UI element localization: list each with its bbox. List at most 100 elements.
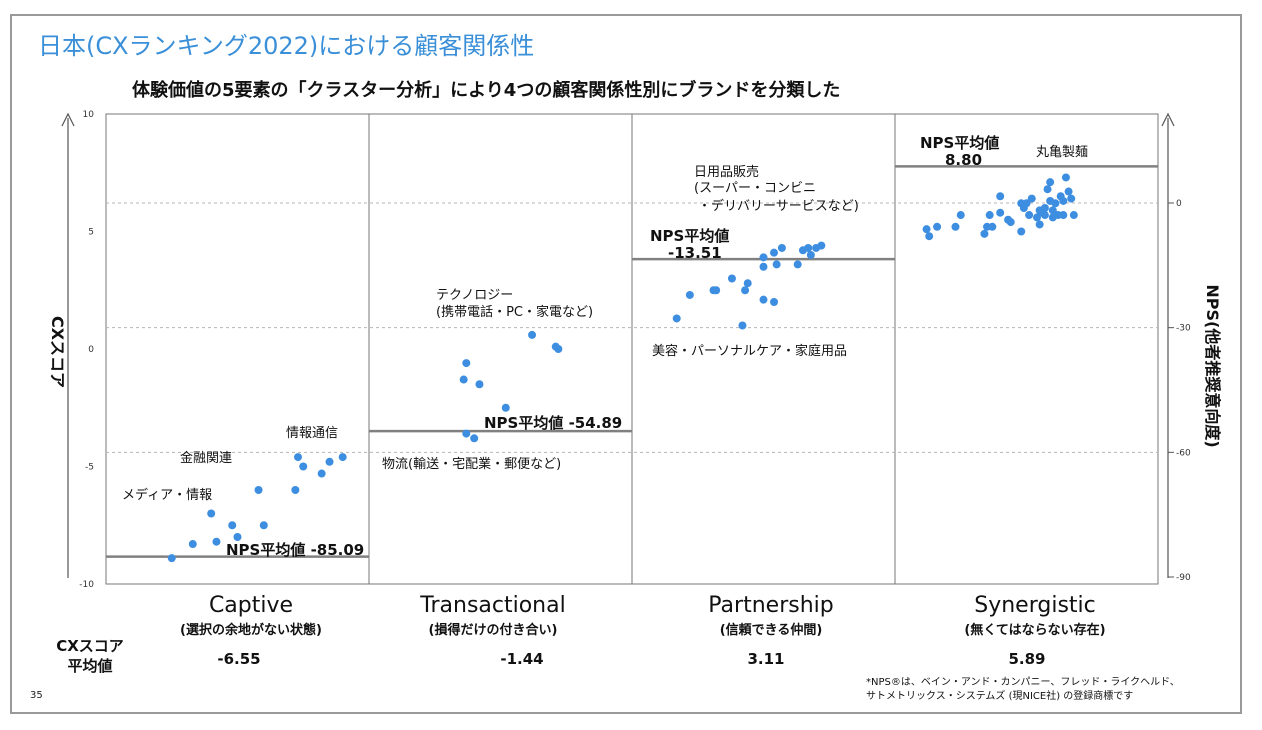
brand-point-captive (317, 469, 326, 478)
footnote: *NPS®は、ベイン・アンド・カンパニー、フレッド・ライクヘルド、 サトメトリッ… (866, 676, 1180, 704)
brand-point-synergistic (1051, 199, 1060, 208)
brand-point-synergistic (922, 225, 931, 234)
brand-point-synergistic (1017, 227, 1026, 236)
brand-point-partnership (672, 314, 681, 323)
transactional-cx-avg: -1.44 (500, 650, 543, 668)
brand-point-transactional (528, 330, 537, 339)
brand-points (167, 173, 1078, 563)
brand-point-partnership (817, 241, 826, 250)
brand-point-captive (291, 486, 300, 494)
brand-point-synergistic (988, 222, 997, 231)
segment-synergistic-title: Synergistic (974, 593, 1096, 618)
brand-point-synergistic (925, 232, 934, 241)
brand-point-captive (167, 554, 176, 563)
brand-point-captive (212, 537, 221, 546)
brand-point-synergistic (985, 211, 994, 220)
page-title: 日本(CXランキング2022)における顧客関係性 (38, 32, 535, 60)
brand-point-transactional (462, 429, 471, 438)
brand-point-partnership (770, 298, 779, 306)
footnote-line-1: *NPS®は、ベイン・アンド・カンパニー、フレッド・ライクヘルド、 (866, 677, 1180, 688)
brand-point-partnership (712, 286, 721, 295)
brand-point-partnership (804, 243, 813, 252)
annotation-daily-goods: 日用品販売 (694, 164, 759, 180)
right-tick-label: 0 (1176, 199, 1182, 209)
segment-synergistic-subtitle: (無くてはならない存在) (964, 622, 1105, 638)
synergistic-nps-value: 8.80 (945, 151, 982, 169)
brand-point-synergistic (1061, 173, 1070, 182)
brand-point-synergistic (1022, 199, 1031, 208)
brand-point-partnership (759, 295, 768, 304)
cx-avg-row-label-2: 平均値 (67, 657, 112, 675)
brand-point-synergistic (1040, 211, 1049, 220)
segment-captive-subtitle: (選択の余地がない状態) (180, 622, 322, 638)
brand-point-synergistic (1059, 211, 1068, 220)
annotation-marugame: 丸亀製麺 (1036, 145, 1088, 160)
brand-point-captive (293, 453, 302, 462)
left-tick-label: -10 (79, 580, 94, 590)
brand-point-partnership (738, 321, 747, 330)
brand-point-synergistic (1046, 178, 1055, 187)
brand-point-synergistic (933, 222, 942, 231)
brand-point-transactional (470, 434, 479, 443)
brand-point-synergistic (1048, 206, 1057, 215)
brand-point-synergistic (996, 192, 1005, 201)
right-tick-label: -60 (1176, 448, 1191, 458)
page-number: 35 (30, 690, 43, 701)
annotation-daily-goods-detail2: ・デリバリーサービスなど) (698, 198, 859, 214)
brand-point-transactional (501, 403, 510, 412)
brand-point-synergistic (980, 229, 989, 238)
brand-point-synergistic (1059, 196, 1068, 205)
annotation-logistics: 物流(輸送・宅配業・郵便など) (382, 456, 561, 472)
segment-partnership-subtitle: (信頼できる仲間) (720, 622, 823, 638)
annotation-finance: 金融関連 (180, 450, 232, 466)
brand-point-synergistic (1027, 194, 1036, 203)
transactional-nps-label: NPS平均値 -54.89 (484, 414, 622, 432)
captive-cx-avg: -6.55 (217, 650, 260, 668)
brand-point-synergistic (1064, 187, 1073, 196)
brand-point-transactional (462, 359, 471, 368)
brand-point-partnership (806, 251, 815, 259)
brand-point-captive (338, 453, 347, 462)
brand-point-synergistic (1043, 185, 1052, 194)
brand-point-transactional (475, 380, 484, 389)
partnership-nps-label: NPS平均値 (650, 227, 729, 245)
cx-avg-row-label-1: CXスコア (56, 637, 124, 655)
annotation-technology: テクノロジー (436, 288, 513, 303)
segment-transactional-title: Transactional (419, 593, 565, 618)
right-tick-label: -30 (1176, 324, 1191, 334)
brand-point-synergistic (956, 211, 965, 220)
annotation-beauty: 美容・パーソナルケア・家庭用品 (652, 343, 847, 359)
brand-point-partnership (743, 279, 752, 288)
left-tick-label: 0 (88, 345, 94, 355)
brand-point-synergistic (1035, 220, 1044, 229)
brand-point-partnership (772, 260, 781, 269)
footnote-line-2: サトメトリックス・システムズ (現NICE社) の登録商標です (866, 691, 1134, 702)
brand-point-captive (207, 509, 216, 518)
brand-point-partnership (793, 260, 802, 269)
brand-point-captive (233, 533, 242, 541)
brand-point-partnership (777, 243, 786, 252)
annotation-media: メディア・情報 (122, 487, 212, 503)
brand-point-captive (228, 521, 237, 530)
left-tick-label: 5 (88, 228, 94, 238)
brand-point-partnership (741, 286, 750, 295)
slide-frame (10, 14, 1242, 714)
synergistic-nps-label: NPS平均値 (920, 134, 999, 152)
left-axis-ticks: 10 5 0 -5 -10 (79, 110, 94, 590)
brand-point-synergistic (1069, 211, 1078, 220)
segment-partnership-title: Partnership (708, 593, 833, 618)
captive-nps-label: NPS平均値 -85.09 (226, 541, 364, 559)
brand-point-synergistic (951, 222, 960, 231)
left-axis-label: CXスコア (48, 316, 67, 388)
brand-point-transactional (554, 345, 563, 353)
right-axis-ticks: 0 -30 -60 -90 (1168, 199, 1191, 583)
brand-point-captive (299, 462, 308, 471)
brand-point-synergistic (1040, 204, 1049, 212)
dashed-gridlines (106, 202, 1158, 453)
synergistic-cx-avg: 5.89 (1008, 650, 1045, 668)
brand-point-captive (188, 540, 197, 549)
brand-point-synergistic (1025, 211, 1034, 220)
brand-point-partnership (759, 253, 768, 262)
brand-point-partnership (770, 248, 779, 257)
